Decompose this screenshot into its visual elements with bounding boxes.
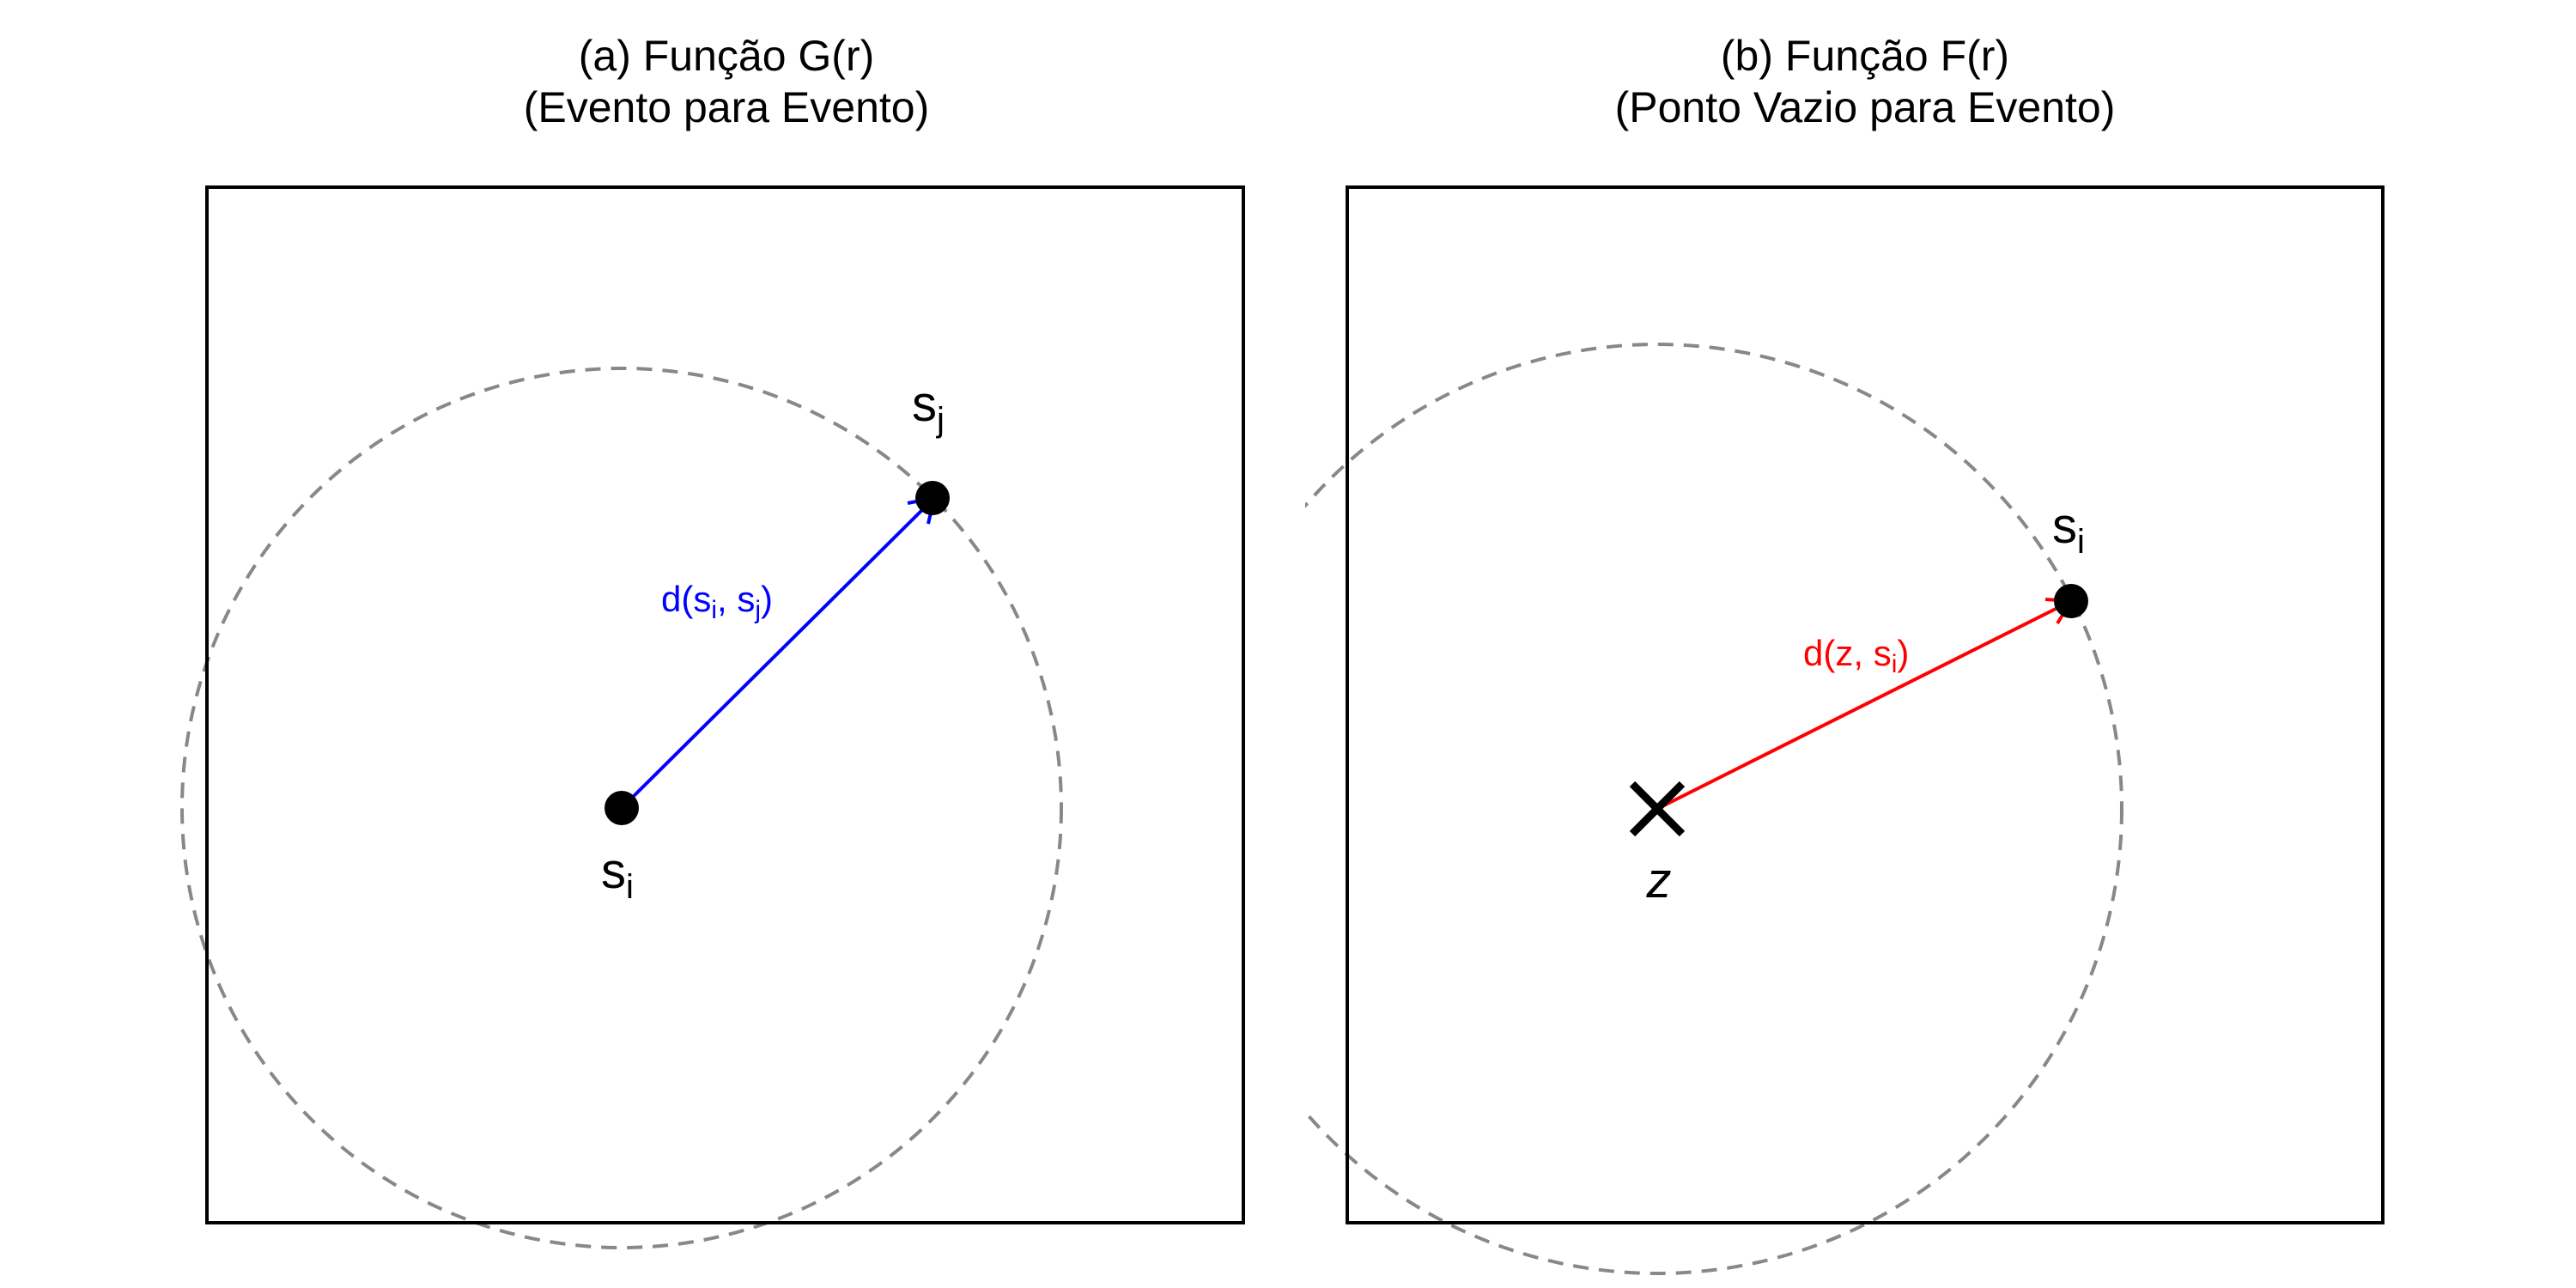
panel-a: (a) Função G(r) (Evento para Evento) si …: [180, 32, 1245, 1249]
panel-b-distance-arrow: [1656, 599, 2072, 811]
panel-b-empty-point-marker: [1629, 781, 1686, 837]
panel-a-distance-label: d(si, sj): [661, 579, 773, 624]
panel-a-event-target-dot: [915, 481, 950, 515]
panel-b: (b) Função F(r) (Ponto Vazio para Evento…: [1305, 32, 2385, 1275]
panel-a-distance-arrow: [620, 496, 936, 810]
panel-a-frame: [205, 185, 1245, 1224]
panel-a-origin-label: si: [601, 843, 634, 906]
panel-b-distance-label: d(z, si): [1803, 633, 1909, 678]
panel-b-frame: [1346, 185, 2385, 1224]
panel-b-origin-label: z: [1646, 853, 1672, 908]
panel-a-title-line1: (a) Função G(r): [579, 32, 875, 80]
panel-b-event-target-dot: [2054, 584, 2088, 618]
panel-b-search-circle: [1305, 343, 2123, 1275]
panel-b-title-line1: (b) Função F(r): [1721, 32, 2009, 80]
panel-b-title-line2: (Ponto Vazio para Evento): [1615, 83, 2116, 131]
panel-a-title-line2: (Evento para Evento): [524, 83, 930, 131]
panel-a-target-label: sj: [912, 376, 945, 439]
panel-a-event-origin-dot: [605, 791, 639, 825]
panel-b-target-label: si: [2052, 498, 2085, 561]
panel-a-search-circle: [180, 367, 1063, 1249]
